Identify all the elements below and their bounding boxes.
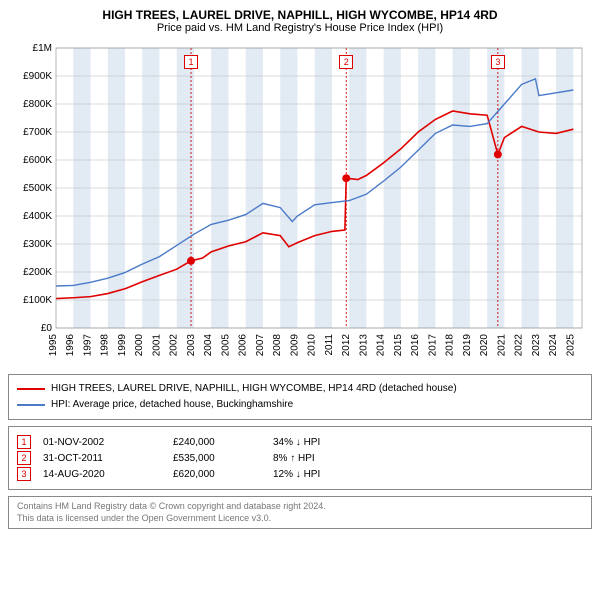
svg-text:2006: 2006	[238, 334, 249, 357]
sale-index-marker: 1	[17, 435, 31, 449]
svg-text:£700K: £700K	[23, 127, 52, 138]
svg-text:£800K: £800K	[23, 99, 52, 110]
svg-text:2019: 2019	[462, 334, 473, 357]
svg-text:2024: 2024	[548, 334, 559, 357]
chart-container: £0 £100K £200K £300K £400K £500K £600K £700K £80…	[8, 38, 592, 368]
legend-swatch	[17, 388, 45, 390]
svg-text:£0: £0	[41, 323, 53, 334]
sale-price: £240,000	[173, 437, 273, 448]
sale-delta: 12% ↓ HPI	[273, 469, 383, 480]
svg-text:2011: 2011	[324, 334, 335, 356]
legend: HIGH TREES, LAUREL DRIVE, NAPHILL, HIGH …	[8, 374, 592, 420]
page-subtitle: Price paid vs. HM Land Registry's House …	[8, 22, 592, 34]
svg-text:2005: 2005	[220, 334, 231, 357]
svg-text:1995: 1995	[48, 334, 59, 357]
attribution: Contains HM Land Registry data © Crown c…	[8, 496, 592, 529]
legend-label: HPI: Average price, detached house, Buck…	[51, 397, 293, 413]
sale-index-marker: 3	[17, 467, 31, 481]
svg-text:£600K: £600K	[23, 155, 52, 166]
sale-date: 14-AUG-2020	[43, 469, 173, 480]
sale-date: 31-OCT-2011	[43, 453, 173, 464]
sale-price: £535,000	[173, 453, 273, 464]
sale-marker-1: 1	[184, 55, 198, 69]
svg-text:2023: 2023	[531, 334, 542, 357]
sale-row: 3 14-AUG-2020£620,00012% ↓ HPI	[17, 467, 583, 481]
svg-text:2018: 2018	[445, 334, 456, 357]
sale-marker-2: 2	[339, 55, 353, 69]
svg-text:2022: 2022	[514, 334, 525, 357]
svg-text:2003: 2003	[186, 334, 197, 357]
svg-text:1998: 1998	[100, 334, 111, 357]
attribution-line: Contains HM Land Registry data © Crown c…	[17, 501, 583, 513]
svg-text:2021: 2021	[496, 334, 507, 357]
legend-swatch	[17, 404, 45, 406]
svg-text:2010: 2010	[307, 334, 318, 357]
legend-label: HIGH TREES, LAUREL DRIVE, NAPHILL, HIGH …	[51, 381, 457, 397]
sale-marker-3: 3	[491, 55, 505, 69]
svg-text:2008: 2008	[272, 334, 283, 357]
sale-price: £620,000	[173, 469, 273, 480]
svg-text:2002: 2002	[169, 334, 180, 357]
svg-text:£400K: £400K	[23, 211, 52, 222]
svg-text:2004: 2004	[203, 334, 214, 357]
sale-date: 01-NOV-2002	[43, 437, 173, 448]
sale-row: 2 31-OCT-2011£535,0008% ↑ HPI	[17, 451, 583, 465]
svg-text:£300K: £300K	[23, 239, 52, 250]
svg-text:2001: 2001	[151, 334, 162, 357]
svg-text:2025: 2025	[565, 334, 576, 357]
svg-text:1996: 1996	[65, 334, 76, 357]
svg-text:2000: 2000	[134, 334, 145, 357]
svg-text:2017: 2017	[427, 334, 438, 357]
svg-text:2013: 2013	[358, 334, 369, 357]
attribution-line: This data is licensed under the Open Gov…	[17, 513, 583, 525]
svg-text:2016: 2016	[410, 334, 421, 357]
legend-item: HPI: Average price, detached house, Buck…	[17, 397, 583, 413]
price-chart: £0 £100K £200K £300K £400K £500K £600K £700K £80…	[8, 38, 592, 368]
sale-delta: 8% ↑ HPI	[273, 453, 383, 464]
svg-text:1997: 1997	[82, 334, 93, 357]
sales-table: 1 01-NOV-2002£240,00034% ↓ HPI 2 31-OCT-201…	[8, 426, 592, 490]
svg-text:£500K: £500K	[23, 183, 52, 194]
svg-text:£200K: £200K	[23, 267, 52, 278]
svg-text:2020: 2020	[479, 334, 490, 357]
svg-text:2007: 2007	[255, 334, 266, 357]
legend-item: HIGH TREES, LAUREL DRIVE, NAPHILL, HIGH …	[17, 381, 583, 397]
sale-delta: 34% ↓ HPI	[273, 437, 383, 448]
sale-index-marker: 2	[17, 451, 31, 465]
svg-text:£900K: £900K	[23, 71, 52, 82]
svg-text:2014: 2014	[376, 334, 387, 357]
svg-text:2012: 2012	[341, 334, 352, 357]
svg-text:£1M: £1M	[33, 43, 52, 54]
svg-text:2015: 2015	[393, 334, 404, 357]
svg-text:1999: 1999	[117, 334, 128, 357]
svg-text:2009: 2009	[289, 334, 300, 357]
sale-row: 1 01-NOV-2002£240,00034% ↓ HPI	[17, 435, 583, 449]
svg-text:£100K: £100K	[23, 295, 52, 306]
page-title: HIGH TREES, LAUREL DRIVE, NAPHILL, HIGH …	[8, 8, 592, 22]
